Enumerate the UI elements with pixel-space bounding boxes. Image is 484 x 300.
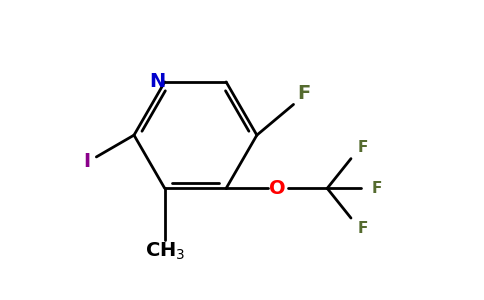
Text: F: F [372, 181, 382, 196]
Text: O: O [270, 179, 286, 198]
Text: F: F [297, 84, 310, 103]
Text: F: F [358, 140, 368, 155]
Text: F: F [358, 221, 368, 236]
Text: I: I [83, 152, 90, 171]
Text: CH$_3$: CH$_3$ [145, 241, 185, 262]
Text: N: N [150, 72, 166, 92]
